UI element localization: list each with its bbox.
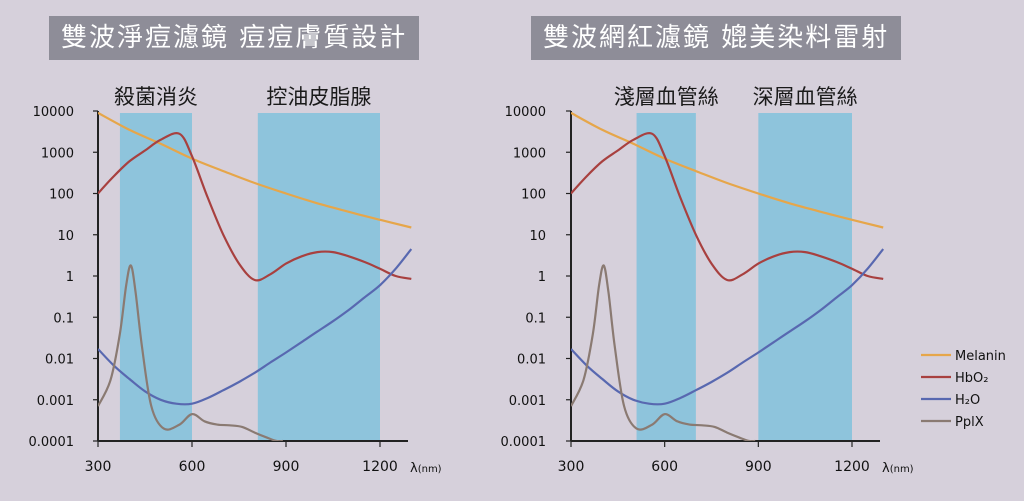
right-x-tick-label: 300 [558, 459, 585, 475]
right-band-label-2: 深層血管絲 [753, 85, 858, 109]
left-y-tick-label: 100 [49, 188, 74, 203]
left-series-melanin [98, 111, 412, 229]
right-x-axis-label-symbol: λ [882, 461, 890, 476]
right-x-axis-label-unit: (nm) [890, 464, 914, 475]
left-chart-title: 雙波淨痘濾鏡 痘痘膚質設計 [49, 16, 420, 60]
left-band-label-1: 殺菌消炎 [114, 85, 198, 109]
left-y-tick-label: 1 [66, 270, 74, 285]
legend-label-h2o: H₂O [955, 393, 980, 408]
right-chart-title: 雙波網紅濾鏡 媲美染料雷射 [531, 16, 902, 60]
left-chart: 殺菌消炎 控油皮脂腺 10000 1000 100 10 1 0.1 0.01 0.001 0.00… [29, 85, 442, 476]
legend-label-pplx: PplX [955, 415, 984, 430]
right-y-tick-label: 10000 [505, 105, 546, 120]
left-x-axis-label-unit: (nm) [418, 464, 442, 475]
right-x-axis-label: λ(nm) [882, 461, 914, 476]
left-x-axis-label-symbol: λ [410, 461, 418, 476]
left-band-1 [119, 113, 192, 441]
left-series-group [98, 111, 413, 441]
left-y-tick-label: 10 [57, 229, 74, 244]
right-y-tick-label: 0.0001 [501, 435, 547, 450]
left-band-label-2: 控油皮脂腺 [266, 85, 371, 109]
left-x-tick-label: 900 [273, 459, 300, 475]
right-series-group [571, 111, 885, 441]
left-x-axis-label: λ(nm) [410, 461, 442, 476]
right-x-tick-label: 900 [745, 459, 772, 475]
right-y-tick-label: 10 [529, 229, 546, 244]
right-chart: 淺層血管絲 深層血管絲 10000 1000 100 10 1 0.1 0.01 0.001 0.0… [501, 85, 914, 476]
right-band-2 [758, 113, 852, 441]
right-band-label-1: 淺層血管絲 [614, 85, 719, 109]
left-x-tick-label: 1200 [362, 459, 398, 475]
right-y-tick-label: 1 [538, 270, 546, 285]
right-series-melanin [571, 111, 884, 229]
right-y-tick-label: 1000 [513, 146, 546, 161]
left-y-tick-label: 1000 [41, 146, 74, 161]
right-x-tick-label: 600 [651, 459, 678, 475]
right-y-tick-label: 0.1 [525, 311, 546, 326]
left-x-tick-label: 300 [85, 459, 112, 475]
left-y-tick-label: 0.001 [37, 394, 74, 409]
left-y-tick-label: 0.1 [53, 311, 74, 326]
right-y-tick-label: 0.001 [509, 394, 546, 409]
right-y-tick-label: 0.01 [517, 353, 546, 368]
right-series-hbo2 [571, 132, 884, 282]
legend-label-melanin: Melanin [955, 349, 1006, 364]
right-y-tick-label: 100 [521, 188, 546, 203]
left-series-hbo2 [98, 132, 412, 282]
left-y-tick-label: 10000 [33, 105, 74, 120]
right-series-pplx [571, 264, 756, 441]
legend: Melanin HbO₂ H₂O PplX [921, 349, 1006, 430]
right-x-tick-label: 1200 [834, 459, 870, 475]
left-series-pplx [98, 264, 283, 441]
left-y-tick-label: 0.0001 [29, 435, 75, 450]
left-y-tick-label: 0.01 [45, 353, 74, 368]
left-band-2 [257, 113, 380, 441]
left-x-tick-label: 600 [179, 459, 206, 475]
legend-label-hbo2: HbO₂ [955, 371, 988, 386]
